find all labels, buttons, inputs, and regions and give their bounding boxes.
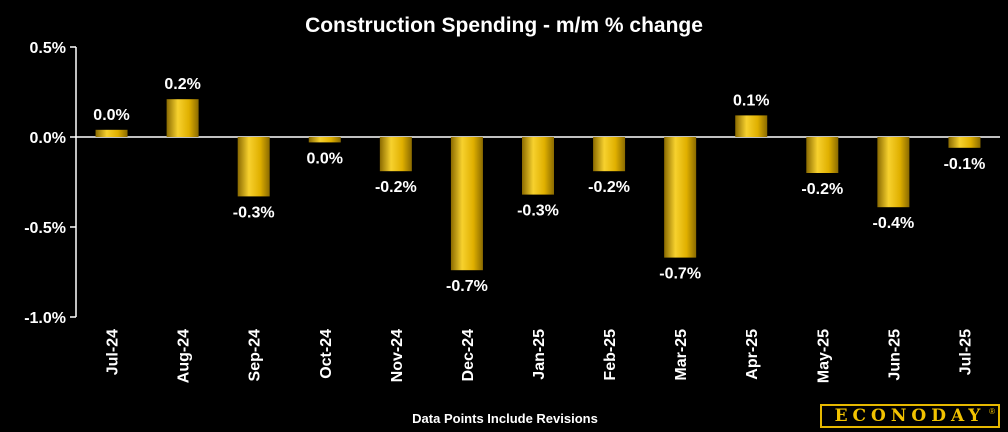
bar [95,129,128,137]
data-label: 0.1% [733,92,769,109]
data-label: -0.2% [588,179,630,196]
axes: 0.5% 0.0% -0.5% -1.0% Jul-24 Aug-24 Sep-24 Oct-… [24,40,1000,383]
x-tick-label: Feb-25 [602,329,619,381]
x-tick-label: Apr-25 [744,329,761,380]
x-tick-label: Jul-25 [957,329,974,375]
footnote: Data Points Include Revisions [412,411,598,426]
bar [237,137,270,197]
x-tick-label: Aug-24 [176,329,193,383]
x-tick-label: Oct-24 [318,329,335,379]
bar [806,137,839,173]
logo-registered-mark: ® [989,407,995,416]
bar [379,137,412,172]
x-tick-label: Dec-24 [460,329,477,382]
y-tick-label: 0.5% [30,40,66,57]
x-tick-label: Jun-25 [886,329,903,381]
x-tick-label: Mar-25 [673,329,690,381]
bar [948,137,981,148]
data-label: -0.3% [233,204,275,221]
x-tick-label: May-25 [815,329,832,383]
y-tick-label: -1.0% [24,310,66,327]
x-tick-label: Sep-24 [247,329,264,382]
bars [95,99,981,271]
bar [308,137,341,143]
x-tick-label: Nov-24 [389,329,406,382]
data-label: -0.2% [801,181,843,198]
data-label: 0.0% [307,150,343,167]
y-tick-label: -0.5% [24,220,66,237]
bar [166,99,199,137]
logo-text: ECONODAY [834,406,986,426]
data-label: -0.4% [872,215,914,232]
data-labels: 0.0% 0.2% -0.3% 0.0% -0.2% -0.7% -0.3% -0.2% -0.… [93,76,985,295]
y-tick-label: 0.0% [30,130,66,147]
data-label: -0.2% [375,179,417,196]
data-label: -0.1% [944,156,986,173]
data-label: -0.3% [517,203,559,220]
bar [735,115,768,137]
data-label: -0.7% [446,278,488,295]
x-tick-label: Jul-24 [105,329,122,375]
bar [522,137,554,195]
data-label: 0.2% [164,76,200,93]
bar [593,137,626,172]
bar [877,137,910,208]
data-label: 0.0% [93,107,129,124]
bar [450,137,483,271]
econoday-logo: ECONODAY ® [820,404,1000,428]
data-label: -0.7% [659,266,701,283]
bar [664,137,697,258]
x-tick-label: Jan-25 [531,329,548,380]
chart-title: Construction Spending - m/m % change [305,14,703,37]
